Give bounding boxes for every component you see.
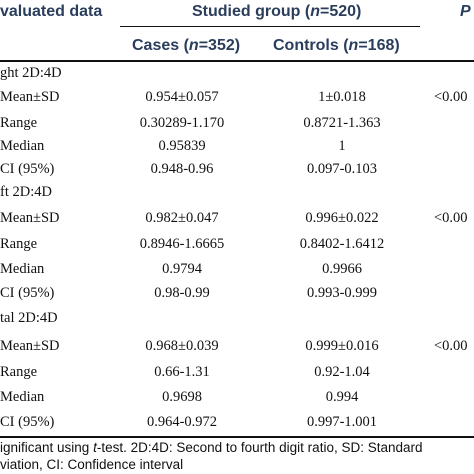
group-n-symbol: n: [310, 3, 320, 20]
cases-cell: 0.964-0.972: [146, 414, 218, 430]
row-label: Range: [0, 115, 38, 131]
controls-n-symbol: n: [348, 37, 359, 54]
cases-cell: 0.9698: [162, 389, 202, 405]
row-label: Mean±SD: [0, 210, 60, 226]
cases-cell: 0.968±0.039: [145, 338, 219, 354]
cases-suffix: =352): [198, 37, 241, 54]
controls-cell: 0.9966: [322, 261, 362, 277]
column-header-controls: Controls (n=168): [273, 38, 400, 54]
group-suffix: =520): [319, 3, 362, 20]
row-label: Mean±SD: [0, 89, 60, 105]
header-bottom-rule: [0, 60, 474, 62]
footnote-t-symbol: t: [93, 440, 97, 455]
cases-n-symbol: n: [188, 37, 199, 54]
controls-cell: 1±0.018: [318, 89, 366, 105]
controls-cell: 0.994: [325, 389, 359, 405]
column-header-evaluated-data: valuated data: [0, 3, 103, 20]
section-title-left: ft 2D:4D: [0, 184, 52, 200]
controls-suffix: =168): [358, 37, 400, 54]
controls-cell: 0.8721-1.363: [303, 115, 381, 131]
row-label: CI (95%): [0, 285, 55, 301]
row-label: Range: [0, 236, 38, 252]
p-value-cell: <0.00: [434, 210, 468, 226]
row-label: CI (95%): [0, 414, 55, 430]
controls-cell: 0.097-0.103: [306, 161, 378, 177]
footnote-line-1-b: -test. 2D:4D: Second to fourth digit rat…: [96, 440, 423, 455]
p-value-cell: <0.00: [434, 89, 468, 105]
controls-prefix: Controls (: [273, 37, 349, 54]
column-header-studied-group: Studied group (n=520): [192, 4, 361, 20]
cases-cell: 0.30289-1.170: [139, 115, 225, 131]
section-title-right: ght 2D:4D: [0, 65, 62, 81]
cases-cell: 0.98-0.99: [154, 285, 210, 301]
column-header-cases: Cases (n=352): [132, 38, 240, 54]
column-header-p: P: [460, 3, 471, 20]
footnote-line-1-a: ignificant using: [0, 440, 94, 455]
footnote-line-2: viation, CI: Confidence interval: [0, 457, 184, 472]
cases-cell: 0.95839: [158, 138, 206, 154]
controls-cell: 0.92-1.04: [314, 364, 370, 380]
cases-cell: 0.8946-1.6665: [139, 236, 225, 252]
cases-prefix: Cases (: [132, 37, 189, 54]
controls-cell: 0.996±0.022: [305, 210, 379, 226]
section-title-total: tal 2D:4D: [0, 310, 58, 326]
group-underline: [120, 26, 420, 27]
row-label: Mean±SD: [0, 338, 60, 354]
table-bottom-rule: [0, 436, 474, 438]
row-label: Median: [0, 138, 45, 154]
controls-cell: 0.997-1.001: [306, 414, 378, 430]
controls-cell: 0.8402-1.6412: [299, 236, 385, 252]
controls-cell: 1: [338, 138, 346, 154]
row-label: Median: [0, 389, 45, 405]
controls-cell: 0.993-0.999: [306, 285, 378, 301]
cases-cell: 0.9794: [162, 261, 202, 277]
row-label: CI (95%): [0, 161, 55, 177]
cases-cell: 0.66-1.31: [154, 364, 210, 380]
controls-cell: 0.999±0.016: [305, 338, 379, 354]
p-value-cell: <0.00: [434, 338, 468, 354]
cases-cell: 0.948-0.96: [150, 161, 214, 177]
cases-cell: 0.954±0.057: [145, 89, 219, 105]
row-label: Range: [0, 364, 38, 380]
cases-cell: 0.982±0.047: [145, 210, 219, 226]
footnote-line-1: ignificant using t-test. 2D:4D: Second t…: [0, 441, 423, 455]
group-prefix: Studied group (: [192, 3, 311, 20]
row-label: Median: [0, 261, 45, 277]
